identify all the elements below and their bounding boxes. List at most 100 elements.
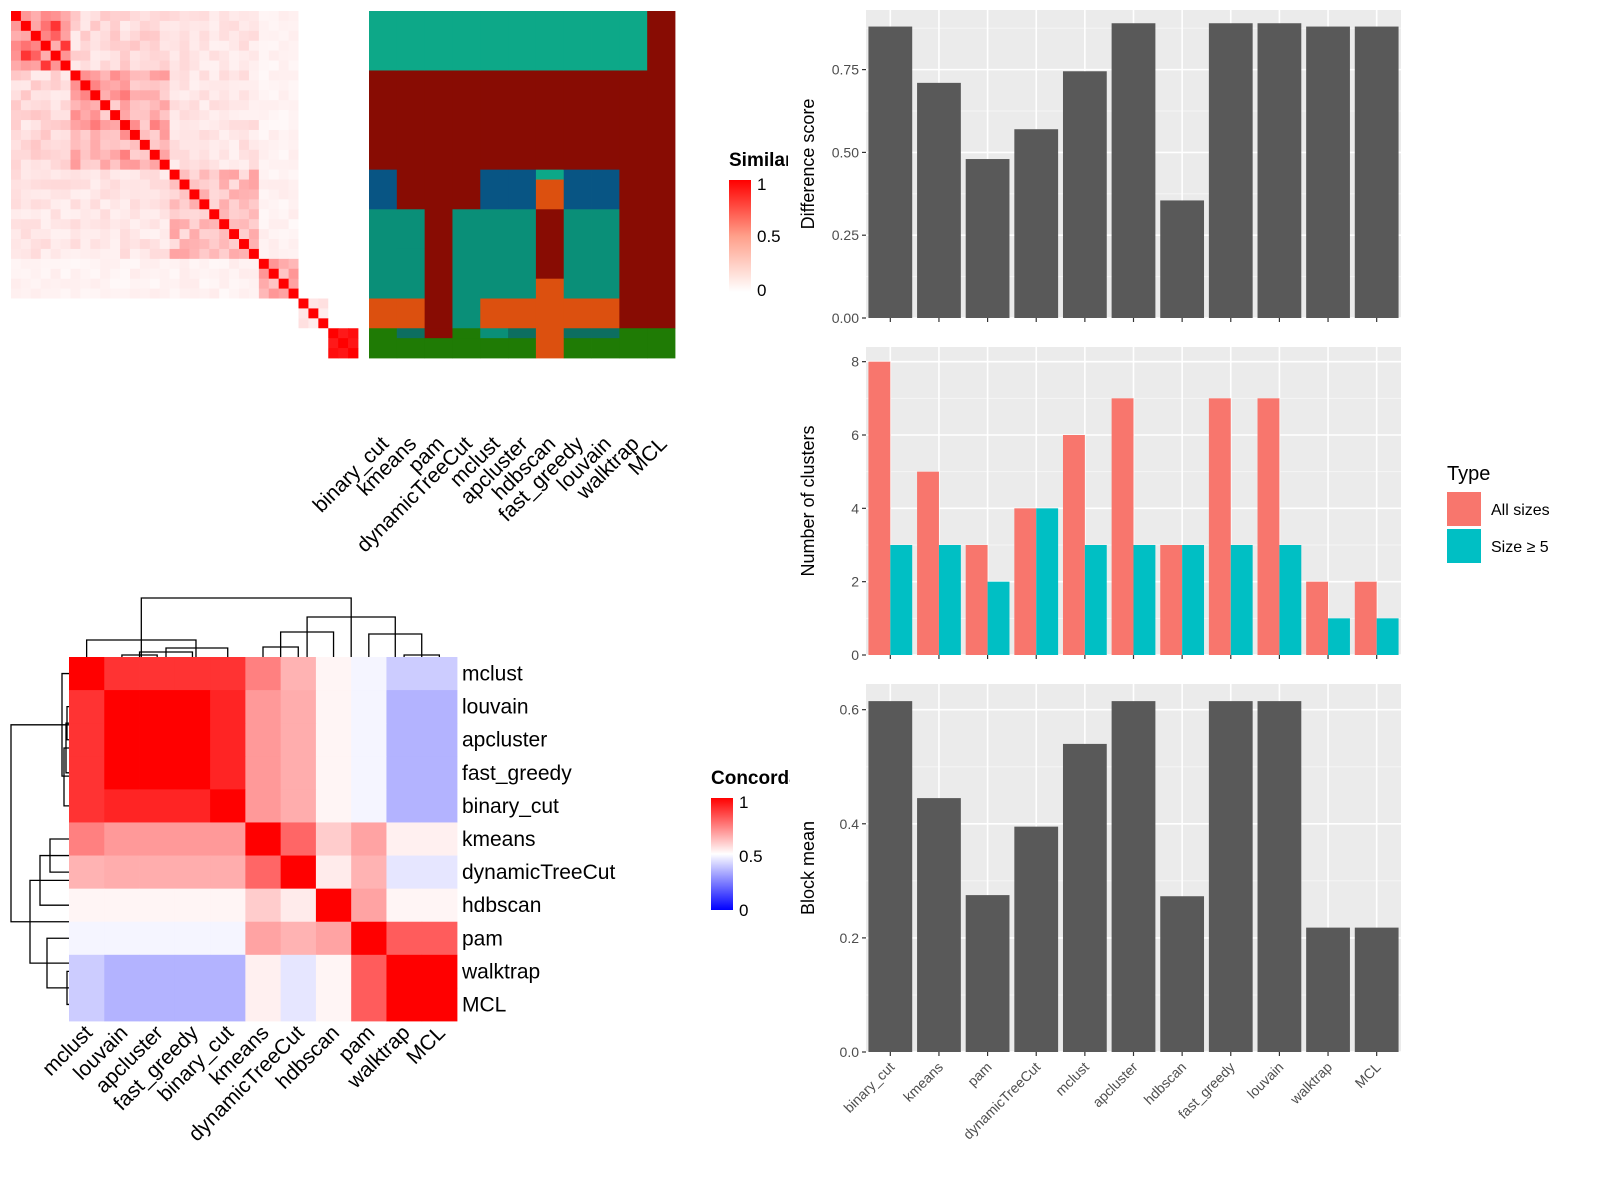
similarity-cell (288, 100, 299, 111)
similarity-cell (288, 209, 299, 220)
similarity-cell (219, 139, 230, 151)
similarity-cell (318, 268, 329, 280)
similarity-cell (120, 258, 131, 270)
similarity-cell (348, 50, 359, 61)
similarity-cell (120, 338, 131, 349)
similarity-cell (338, 189, 349, 200)
y-axis-title: Number of clusters (798, 425, 818, 576)
similarity-cell (209, 20, 220, 32)
similarity-cell (30, 239, 42, 250)
similarity-cell (179, 268, 190, 280)
similarity-cell (288, 90, 299, 101)
similarity-cell (80, 30, 91, 42)
similarity-cell (139, 139, 151, 151)
similarity-cell (20, 318, 32, 329)
similarity-cell (248, 278, 260, 289)
similarity-cell (40, 30, 52, 42)
similarity-cell (110, 169, 121, 180)
bar (868, 26, 913, 318)
similarity-cell (268, 258, 280, 270)
similarity-cell (328, 219, 339, 230)
similarity-cell (120, 248, 131, 260)
similarity-cell (169, 258, 180, 270)
similarity-cell (209, 110, 220, 121)
similarity-cell (70, 110, 81, 121)
similarity-cell (80, 50, 91, 61)
similarity-cell (338, 199, 349, 210)
similarity-cell (298, 189, 309, 200)
similarity-cell (120, 129, 131, 141)
similarity-cell (278, 120, 289, 131)
concordance-cell (351, 855, 387, 890)
bar (890, 545, 913, 655)
similarity-cell (278, 149, 289, 161)
similarity-cell (40, 159, 52, 171)
similarity-cell (129, 288, 141, 299)
similarity-cell (30, 80, 42, 91)
similarity-cell (40, 100, 52, 111)
legend-key-size-5 (1447, 529, 1481, 563)
bar (1084, 545, 1107, 655)
similarity-cell (129, 120, 141, 131)
concordance-cell (104, 987, 140, 1022)
similarity-cell (278, 169, 289, 180)
similarity-cell (298, 328, 309, 339)
similarity-cell (149, 90, 161, 101)
y-tick-label: 0.25 (832, 227, 859, 243)
similarity-cell (159, 229, 171, 240)
similarity-cell (169, 40, 180, 52)
similarity-cell (268, 348, 280, 359)
similarity-cell (308, 110, 319, 121)
similarity-cell (70, 219, 81, 230)
bar (1306, 927, 1350, 1052)
similarity-cell (11, 318, 22, 329)
similarity-cell (50, 50, 61, 61)
cluster-membership-cell (508, 328, 537, 339)
concordance-cell (69, 954, 105, 989)
similarity-cell (20, 100, 32, 111)
similarity-cell (199, 229, 210, 240)
similarity-cell (70, 80, 81, 91)
y-tick-label: 0.00 (832, 310, 859, 326)
similarity-cell (139, 100, 151, 111)
similarity-cell (239, 50, 250, 61)
similarity-cell (70, 338, 81, 349)
similarity-cell (248, 248, 260, 260)
similarity-cell (139, 129, 151, 141)
similarity-cell (199, 179, 210, 190)
similarity-cell (100, 149, 111, 161)
similarity-cell (50, 129, 61, 141)
similarity-cell (219, 30, 230, 42)
concordance-cell (351, 921, 387, 956)
cluster-membership-cell (396, 11, 426, 71)
similarity-cell (70, 278, 81, 289)
similarity-cell (199, 308, 210, 319)
similarity-cell (189, 239, 200, 250)
type-legend: Type All sizes Size ≥ 5 (1447, 463, 1550, 563)
similarity-cell (278, 70, 289, 81)
similarity-cell (70, 100, 81, 111)
similarity-cell (308, 120, 319, 131)
concordance-cell (104, 789, 140, 823)
similarity-cell (338, 239, 349, 250)
similarity-cell (258, 308, 270, 319)
concordance-cell (351, 987, 387, 1022)
similarity-cell (239, 308, 250, 319)
similarity-cell (60, 70, 71, 81)
similarity-cell (348, 268, 359, 280)
similarity-cell (159, 268, 171, 280)
similarity-cell (179, 159, 190, 171)
similarity-cell (348, 100, 359, 111)
similarity-cell (199, 70, 210, 81)
similarity-cell (239, 20, 250, 32)
similarity-cell (219, 189, 230, 200)
similarity-cell (70, 288, 81, 299)
similarity-cell (20, 308, 32, 319)
similarity-cell (80, 239, 91, 250)
concordance-cell (210, 888, 246, 923)
dendrogram-branch (10, 724, 69, 923)
similarity-cell (348, 248, 359, 260)
similarity-cell (229, 189, 240, 200)
x-tick-label: binary_cut (840, 1059, 897, 1116)
